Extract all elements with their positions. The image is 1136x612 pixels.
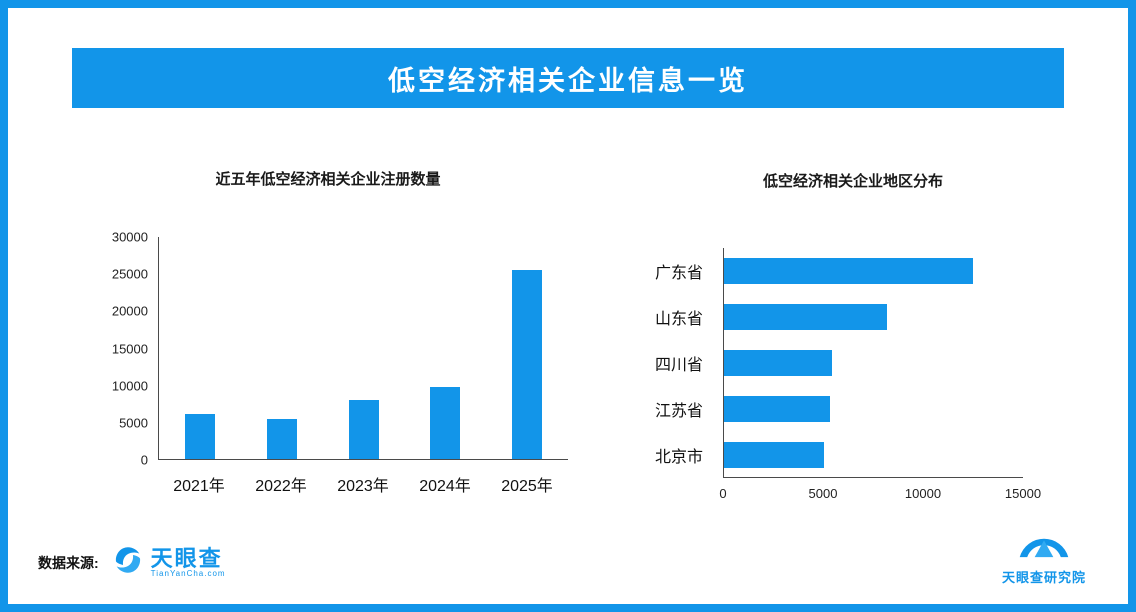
x-category-label: 2021年 [173,478,225,495]
x-tick-label: 0 [719,486,727,501]
institute-mountain-icon [1016,531,1072,564]
y-tick-label: 15000 [111,341,148,356]
registrations-chart-title: 近五年低空经济相关企业注册数量 [215,171,441,188]
y-tick-label: 0 [140,452,148,468]
region-label: 山东省 [654,311,703,328]
x-category-label: 2025年 [501,478,553,495]
page-title: 低空经济相关企业信息一览 [388,65,748,96]
registrations-plot [158,237,568,460]
y-tick-label: 5000 [119,415,148,431]
bar-2024年 [430,387,461,459]
bar-四川省 [724,350,832,376]
x-category-label: 2024年 [419,478,471,495]
region-bar-row [724,432,1023,478]
tianyancha-name: 天眼查 [150,545,223,571]
region-bar-row [724,386,1023,432]
tianyancha-domain: TianYanCha.com [150,568,226,578]
bar-2023年 [348,399,379,459]
x-category-label: 2022年 [255,478,307,495]
bar-2021年 [184,413,215,459]
y-tick-label: 30000 [111,229,148,245]
bar-2022年 [266,419,297,459]
data-source-label: 数据来源: [38,554,99,571]
x-tick-label: 15000 [1004,486,1042,501]
region-bar-row [724,340,1023,386]
region-bar-row [724,248,1023,294]
header-banner: 低空经济相关企业信息一览 [72,48,1064,108]
bar-江苏省 [724,396,830,422]
bar-2025年 [512,269,543,459]
tianyancha-wordmark: 天眼查 TianYanCha.com [151,547,226,578]
regions-category-labels: 广东省山东省四川省江苏省北京市 [623,248,713,478]
bar-山东省 [724,304,888,330]
x-category-label: 2023年 [337,478,389,495]
bar-北京市 [724,442,824,468]
regions-x-ticks: 0 5000 10000 15000 [719,486,1041,503]
tianyancha-eye-icon [111,543,145,582]
y-tick-label: 10000 [111,378,148,394]
x-tick-label: 5000 [808,486,838,501]
institute-logo: 天眼查研究院 [1002,531,1086,586]
y-tick-label: 20000 [111,303,148,319]
region-label: 江苏省 [654,403,703,420]
y-tick-label: 25000 [111,266,148,282]
tianyancha-logo: 天眼查 TianYanCha.com [111,543,226,582]
bar-广东省 [724,258,974,284]
regions-chart-title: 低空经济相关企业地区分布 [762,173,943,190]
regions-plot [723,248,1023,478]
region-label: 广东省 [654,265,703,282]
region-bar-row [724,294,1023,340]
region-label: 四川省 [654,357,703,374]
region-label: 北京市 [654,449,703,466]
institute-name: 天眼查研究院 [1001,570,1086,585]
x-tick-label: 10000 [904,486,942,501]
registrations-y-labels: 0 5000 10000 15000 20000 25000 30000 [96,231,148,467]
registrations-x-labels: 2021年 2022年 2023年 2024年 2025年 [158,472,568,496]
data-source-row: 数据来源: 天眼查 TianYanCha.com [38,543,226,582]
